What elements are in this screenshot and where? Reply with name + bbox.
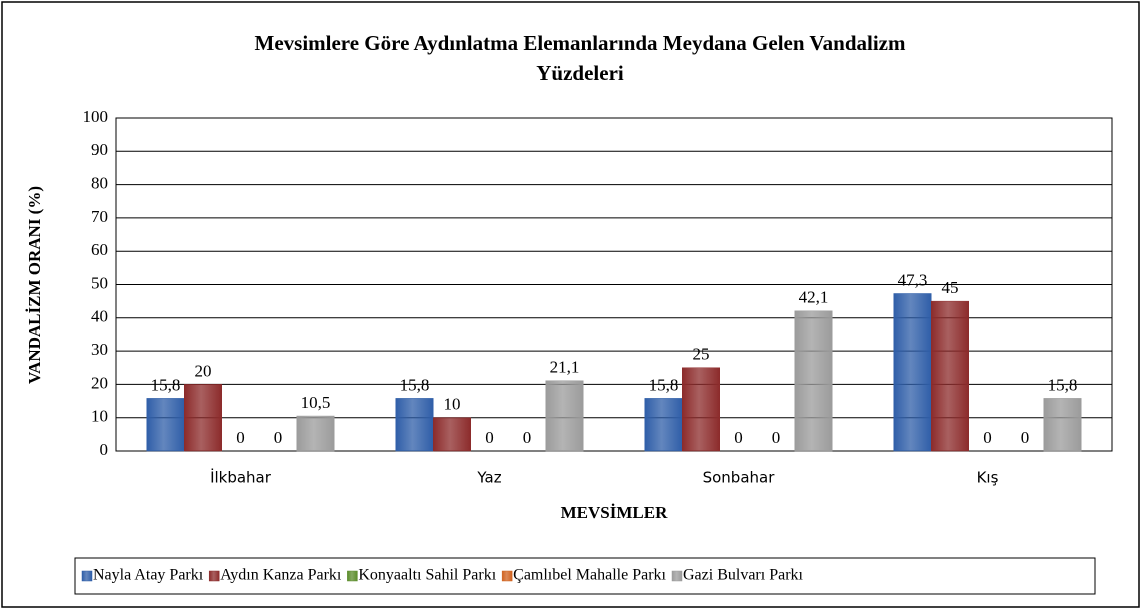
bar xyxy=(545,380,584,452)
data-label: 0 xyxy=(523,428,532,447)
chart-title: Yüzdeleri xyxy=(536,61,624,85)
legend-label: Gazi Bulvarı Parkı xyxy=(683,567,804,584)
data-label: 0 xyxy=(1021,428,1030,447)
y-tick-label: 90 xyxy=(91,140,108,159)
data-label: 0 xyxy=(983,428,992,447)
x-axis-title: MEVSİMLER xyxy=(561,503,668,522)
y-tick-label: 50 xyxy=(91,273,108,292)
y-tick-label: 80 xyxy=(91,174,108,193)
bar xyxy=(146,398,185,452)
data-label: 45 xyxy=(942,278,959,297)
bar xyxy=(893,293,932,452)
bar xyxy=(794,310,833,452)
legend-label: Konyaaltı Sahil Parkı xyxy=(358,567,496,584)
y-tick-label: 40 xyxy=(91,307,108,326)
legend-swatch xyxy=(347,570,358,582)
data-label: 0 xyxy=(274,428,283,447)
y-tick-label: 10 xyxy=(91,407,108,426)
data-label: 0 xyxy=(485,428,494,447)
bar xyxy=(395,398,434,452)
x-tick-label: İlkbahar xyxy=(210,468,272,487)
legend-label: Nayla Atay Parkı xyxy=(93,567,204,584)
y-tick-label: 70 xyxy=(91,207,108,226)
y-tick-label: 100 xyxy=(83,107,109,126)
bar xyxy=(1043,398,1082,452)
legend-swatch xyxy=(671,570,683,582)
data-label: 10,5 xyxy=(301,393,331,412)
data-label: 0 xyxy=(236,428,245,447)
data-label: 15,8 xyxy=(1048,375,1078,394)
y-axis-title: VANDALİZM ORANI (%) xyxy=(25,186,44,384)
legend-swatch xyxy=(81,570,93,582)
x-tick-label: Yaz xyxy=(476,469,501,487)
y-tick-label: 20 xyxy=(91,373,108,392)
data-label: 20 xyxy=(195,361,212,380)
chart-title: Mevsimlere Göre Aydınlatma Elemanlarında… xyxy=(255,31,906,55)
bar xyxy=(184,384,222,452)
y-tick-label: 0 xyxy=(100,440,109,459)
y-tick-label: 60 xyxy=(91,240,108,259)
legend-swatch xyxy=(501,570,513,582)
x-tick-label: Kış xyxy=(977,469,999,487)
bar xyxy=(682,367,720,452)
y-tick-label: 30 xyxy=(91,340,108,359)
data-label: 0 xyxy=(772,428,781,447)
legend-swatch xyxy=(208,570,220,582)
data-label: 15,8 xyxy=(151,375,181,394)
bar xyxy=(931,300,969,452)
data-label: 21,1 xyxy=(550,358,580,377)
data-label: 25 xyxy=(693,345,710,364)
data-label: 15,8 xyxy=(649,375,679,394)
legend-label: Aydın Kanza Parkı xyxy=(220,567,342,584)
bar xyxy=(644,398,683,452)
data-label: 47,3 xyxy=(898,270,928,289)
data-label: 10 xyxy=(444,395,461,414)
legend-label: Çamlıbel Mahalle Parkı xyxy=(513,567,666,584)
legend-frame xyxy=(74,557,1096,595)
plot-frame xyxy=(115,117,1113,452)
data-label: 0 xyxy=(734,428,743,447)
data-label: 15,8 xyxy=(400,375,430,394)
bar xyxy=(296,415,335,452)
bar xyxy=(433,417,471,452)
data-label: 42,1 xyxy=(799,288,829,307)
x-tick-label: Sonbahar xyxy=(703,469,776,487)
